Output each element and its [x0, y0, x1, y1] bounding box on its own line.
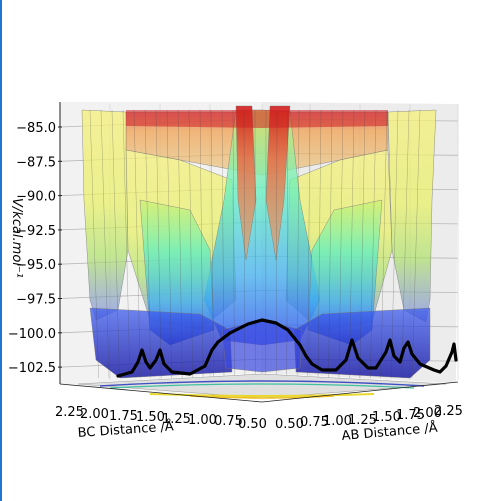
bc-axis-label: BC Distance /Å	[77, 418, 174, 441]
z-tick-label: −97.5	[16, 293, 56, 308]
trajectory-line	[116, 318, 458, 378]
ab-tick-label: 0.75	[300, 415, 329, 430]
ab-tick-label: 2.00	[413, 406, 442, 421]
ab-tick-labels: 0.500.751.001.251.501.752.002.25	[275, 404, 463, 432]
mesh-line	[317, 109, 322, 379]
surface-band-red	[126, 110, 388, 128]
z-tick-label: −92.5	[16, 224, 56, 239]
surface-peak-left	[235, 105, 257, 261]
window-edge	[0, 0, 2, 501]
mesh-line	[155, 109, 162, 379]
mesh-line	[243, 109, 246, 379]
axes-frame	[59, 102, 459, 403]
mesh-line	[380, 109, 388, 379]
mesh-line	[144, 109, 152, 379]
z-tick-label: −102.5	[8, 361, 56, 376]
bc-tick-label: 1.25	[162, 412, 191, 427]
mesh-line	[221, 109, 225, 379]
mesh-line	[359, 109, 366, 379]
ab-tick-label: 2.25	[434, 404, 463, 419]
z-tick-label: −87.5	[16, 155, 56, 170]
mesh-line	[111, 109, 120, 379]
bc-tick-labels: 2.252.00 1.751.501.251.000.750.50	[55, 405, 267, 432]
surface-peak-right	[265, 105, 291, 261]
surface-well-left	[89, 307, 233, 379]
surface-well-center	[221, 319, 303, 373]
bc-tick-label: 1.50	[136, 410, 165, 425]
mesh-line	[328, 109, 333, 379]
mesh-line	[307, 109, 311, 379]
surface	[81, 105, 437, 379]
z-tick-label: −90.0	[16, 190, 56, 205]
bc-tick-label: 1.00	[188, 413, 217, 428]
bc-tick-label: 0.50	[238, 417, 267, 432]
mesh-line	[296, 109, 300, 379]
mesh-line	[411, 109, 421, 379]
mesh-line	[133, 109, 141, 379]
z-tick-label: −95.0	[16, 258, 56, 273]
ab-tick-label: 1.25	[348, 413, 377, 428]
ab-tick-label: 1.00	[323, 414, 352, 429]
mesh-line	[391, 109, 399, 379]
mesh-line	[199, 109, 204, 379]
ab-tick-label: 0.50	[275, 417, 304, 432]
mesh-line	[370, 109, 377, 379]
ab-tick-label: 1.75	[396, 408, 425, 423]
ab-tick-label: 1.50	[372, 410, 401, 425]
mesh-line	[166, 109, 172, 379]
bc-tick-label: 1.75	[109, 409, 138, 424]
mesh-line	[188, 109, 193, 379]
surface-well-right	[293, 307, 431, 379]
bc-tick-label: 2.25	[55, 405, 84, 420]
mesh-line	[349, 109, 355, 379]
mesh-line	[232, 109, 235, 379]
bc-tick-label: 0.75	[214, 414, 243, 429]
z-tick-label: −85.0	[16, 121, 56, 136]
mesh-line	[276, 109, 278, 379]
mesh-line	[89, 109, 99, 379]
z-axis-label: V/kcal.mol⁻¹	[9, 198, 24, 278]
z-tick-label: −100.0	[8, 327, 56, 342]
mesh-line	[177, 109, 183, 379]
mesh-line	[286, 109, 289, 379]
mesh-line	[401, 109, 410, 379]
mesh-line	[122, 109, 131, 379]
mesh-line	[338, 109, 344, 379]
mesh-line	[100, 109, 110, 379]
mesh-line	[210, 109, 214, 379]
z-tick-labels: −85.0 −87.5 −90.0 −92.5 −95.0 −97.5 −100.0 −102…	[8, 121, 62, 376]
bc-tick-label: 2.00	[80, 407, 109, 422]
